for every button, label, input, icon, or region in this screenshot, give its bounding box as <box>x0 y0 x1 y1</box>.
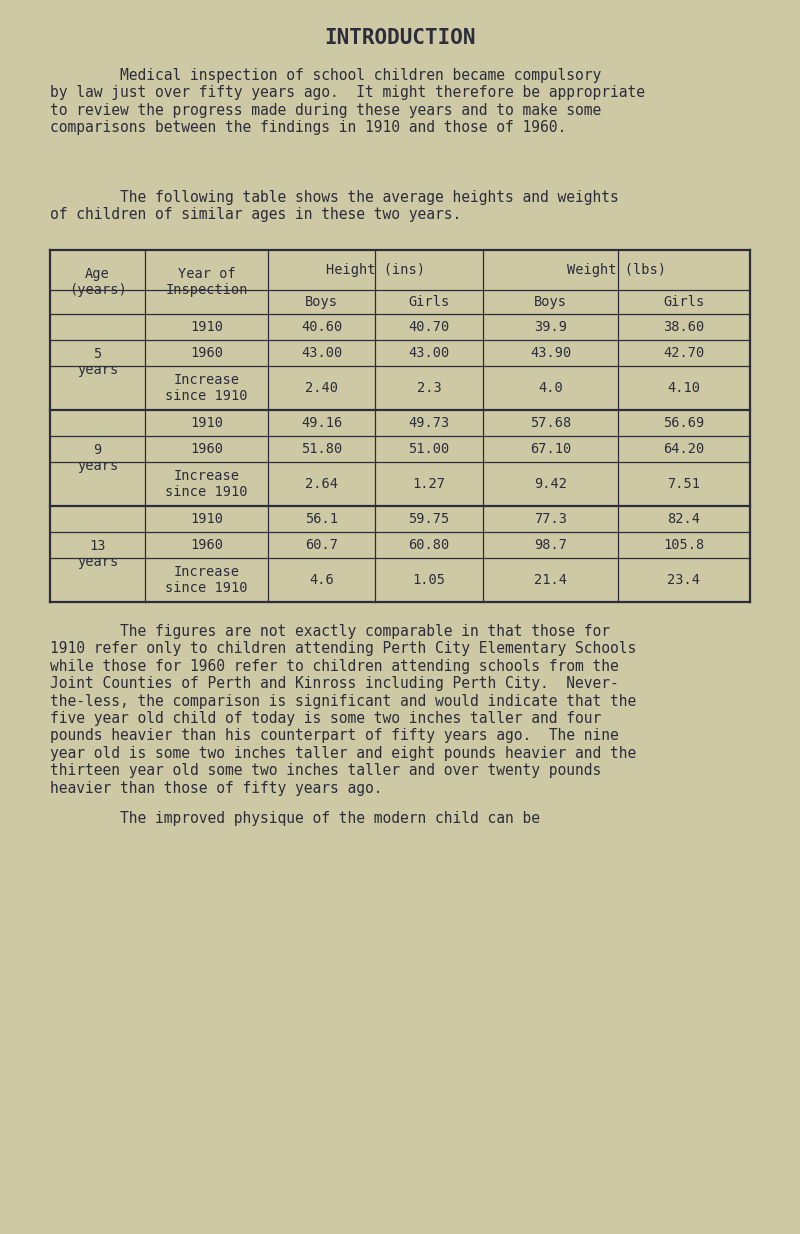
Text: 67.10: 67.10 <box>530 442 571 457</box>
Text: 1910: 1910 <box>190 512 223 526</box>
Text: Weight (lbs): Weight (lbs) <box>567 263 666 276</box>
Text: The following table shows the average heights and weights
of children of similar: The following table shows the average he… <box>50 190 618 222</box>
Text: 1.27: 1.27 <box>413 478 446 491</box>
Text: 21.4: 21.4 <box>534 573 567 587</box>
Text: 59.75: 59.75 <box>408 512 450 526</box>
Text: 49.73: 49.73 <box>408 416 450 429</box>
Text: 105.8: 105.8 <box>663 538 705 552</box>
Text: Increase
since 1910: Increase since 1910 <box>166 373 248 404</box>
Text: Boys: Boys <box>534 295 567 308</box>
Text: 60.80: 60.80 <box>408 538 450 552</box>
Text: 4.6: 4.6 <box>309 573 334 587</box>
Text: The figures are not exactly comparable in that those for
1910 refer only to chil: The figures are not exactly comparable i… <box>50 624 636 796</box>
Text: Height (ins): Height (ins) <box>326 263 425 276</box>
Text: 1960: 1960 <box>190 442 223 457</box>
Text: 64.20: 64.20 <box>663 442 705 457</box>
Text: 1910: 1910 <box>190 320 223 334</box>
Text: 51.80: 51.80 <box>301 442 342 457</box>
Text: Girls: Girls <box>663 295 705 308</box>
Text: 98.7: 98.7 <box>534 538 567 552</box>
Text: 42.70: 42.70 <box>663 346 705 360</box>
Text: Increase
since 1910: Increase since 1910 <box>166 565 248 595</box>
Text: INTRODUCTION: INTRODUCTION <box>324 28 476 48</box>
Text: 9.42: 9.42 <box>534 478 567 491</box>
Text: 51.00: 51.00 <box>408 442 450 457</box>
Text: 49.16: 49.16 <box>301 416 342 429</box>
Text: 2.64: 2.64 <box>305 478 338 491</box>
Text: 1960: 1960 <box>190 346 223 360</box>
Text: 13
years: 13 years <box>77 539 118 569</box>
Text: Increase
since 1910: Increase since 1910 <box>166 469 248 499</box>
Text: Girls: Girls <box>408 295 450 308</box>
Text: 40.60: 40.60 <box>301 320 342 334</box>
Text: Boys: Boys <box>305 295 338 308</box>
Text: 77.3: 77.3 <box>534 512 567 526</box>
Text: 9
years: 9 years <box>77 443 118 473</box>
Text: 1960: 1960 <box>190 538 223 552</box>
Text: 56.1: 56.1 <box>305 512 338 526</box>
Text: 7.51: 7.51 <box>667 478 701 491</box>
Text: 40.70: 40.70 <box>408 320 450 334</box>
Text: Age
(years): Age (years) <box>69 267 126 297</box>
Text: 60.7: 60.7 <box>305 538 338 552</box>
Text: 1.05: 1.05 <box>413 573 446 587</box>
Text: 2.3: 2.3 <box>417 381 442 395</box>
Text: Year of
Inspection: Year of Inspection <box>166 267 248 297</box>
Text: 5
years: 5 years <box>77 347 118 378</box>
Text: 43.90: 43.90 <box>530 346 571 360</box>
Text: 38.60: 38.60 <box>663 320 705 334</box>
Text: 39.9: 39.9 <box>534 320 567 334</box>
Text: 4.0: 4.0 <box>538 381 563 395</box>
Text: Medical inspection of school children became compulsory
by law just over fifty y: Medical inspection of school children be… <box>50 68 645 136</box>
Text: 4.10: 4.10 <box>667 381 701 395</box>
Text: 43.00: 43.00 <box>408 346 450 360</box>
Text: 23.4: 23.4 <box>667 573 701 587</box>
Text: The improved physique of the modern child can be: The improved physique of the modern chil… <box>50 811 540 827</box>
Text: 56.69: 56.69 <box>663 416 705 429</box>
Text: 43.00: 43.00 <box>301 346 342 360</box>
Text: 82.4: 82.4 <box>667 512 701 526</box>
Text: 2.40: 2.40 <box>305 381 338 395</box>
Text: 57.68: 57.68 <box>530 416 571 429</box>
Text: 1910: 1910 <box>190 416 223 429</box>
